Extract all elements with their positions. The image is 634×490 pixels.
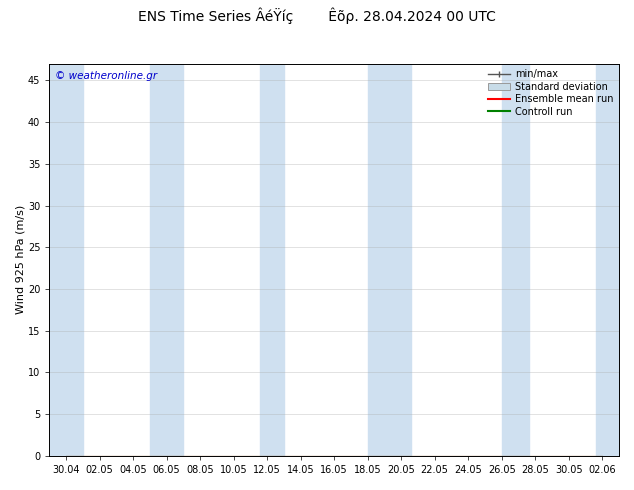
Y-axis label: Wind 925 hPa (m/s): Wind 925 hPa (m/s) — [15, 205, 25, 315]
Legend: min/max, Standard deviation, Ensemble mean run, Controll run: min/max, Standard deviation, Ensemble me… — [484, 66, 617, 121]
Text: ENS Time Series ÂéŸíç        Êõρ. 28.04.2024 00 UTC: ENS Time Series ÂéŸíç Êõρ. 28.04.2024 00… — [138, 7, 496, 24]
Bar — [49, 64, 83, 456]
Bar — [595, 64, 619, 456]
Bar — [368, 64, 411, 456]
Text: © weatheronline.gr: © weatheronline.gr — [55, 72, 157, 81]
Bar — [261, 64, 284, 456]
Bar — [150, 64, 183, 456]
Bar — [501, 64, 529, 456]
